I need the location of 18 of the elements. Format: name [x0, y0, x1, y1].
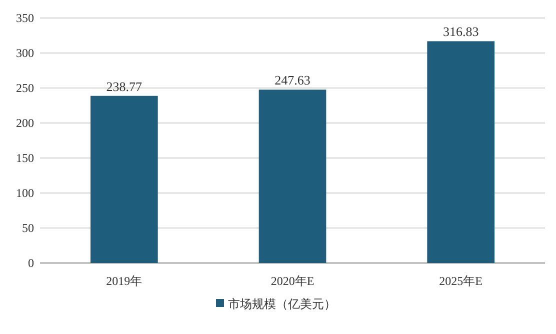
y-tick-label: 200 [16, 116, 34, 130]
y-tick-label: 250 [16, 81, 34, 95]
bar [427, 41, 494, 263]
y-tick-label: 0 [28, 256, 34, 270]
bar [258, 90, 326, 263]
y-tick-label: 150 [16, 151, 34, 165]
data-label: 247.63 [274, 72, 310, 88]
x-tick-label: 2019年 [106, 274, 142, 288]
data-label: 316.83 [442, 24, 479, 40]
y-tick-label: 350 [16, 11, 34, 25]
y-tick-label: 300 [16, 46, 34, 60]
data-label: 238.77 [106, 78, 143, 94]
legend-label: 市场规模（亿美元） [228, 297, 336, 311]
y-tick-label: 50 [22, 221, 34, 235]
y-tick-label: 100 [16, 186, 34, 200]
x-tick-label: 2020年E [270, 274, 314, 288]
bar [90, 96, 158, 263]
x-tick-label: 2025年E [439, 274, 483, 288]
